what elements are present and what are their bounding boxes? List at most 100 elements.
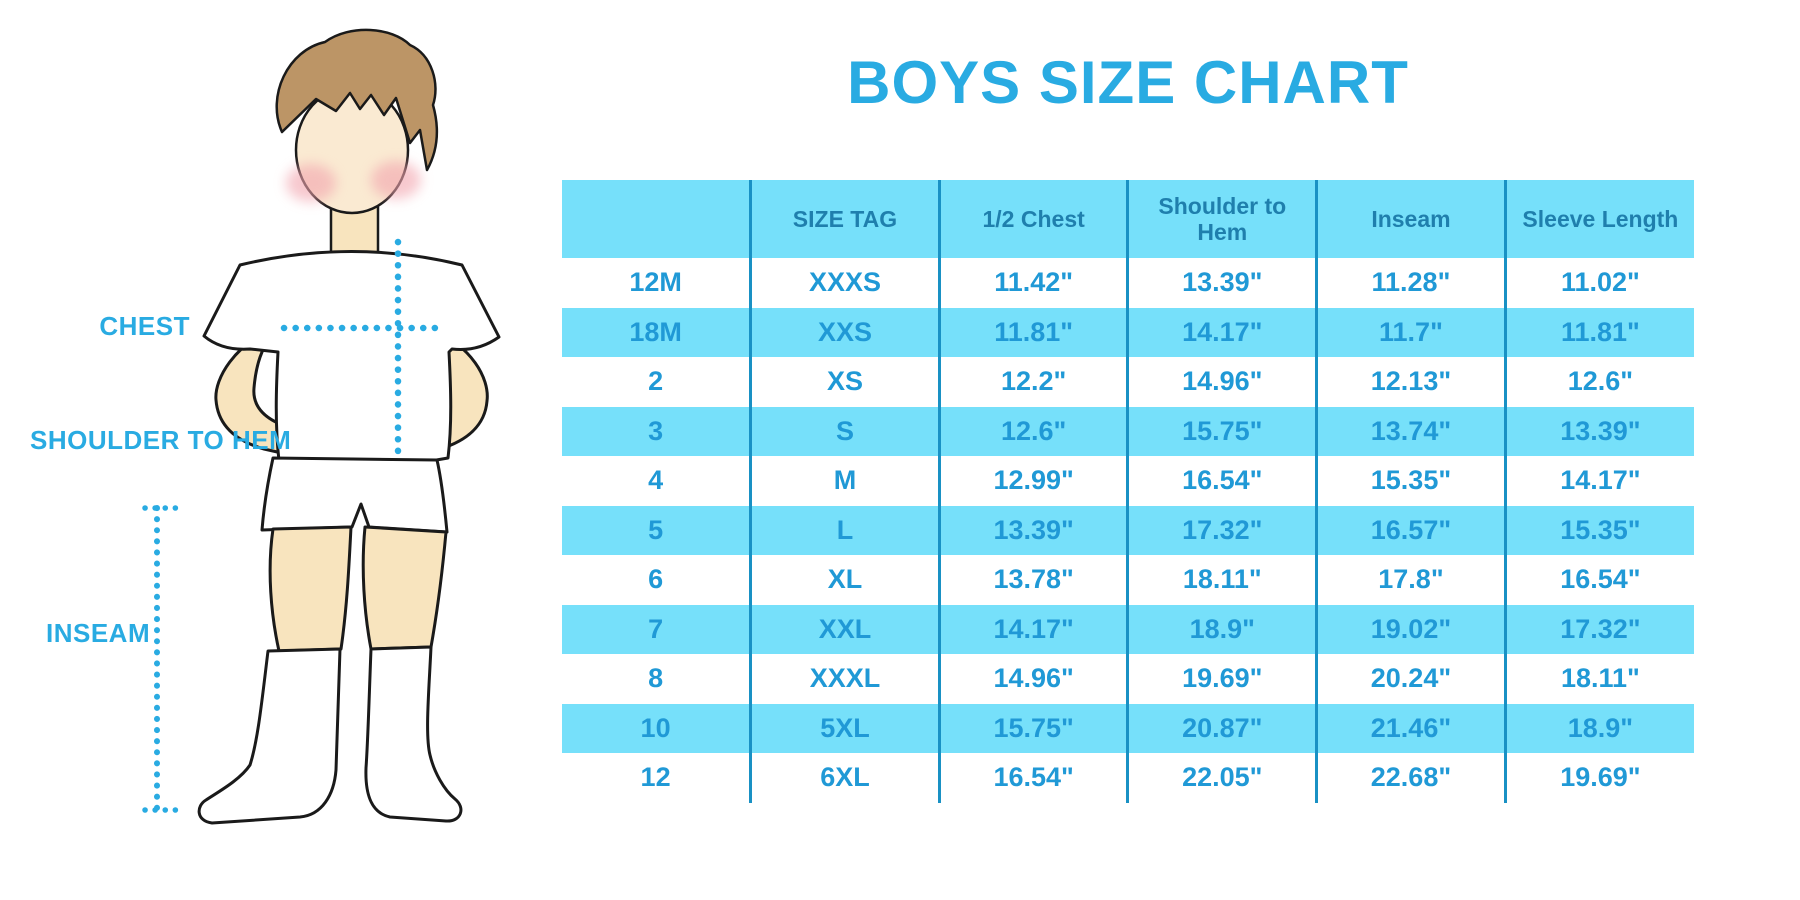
measurement-cell: 12.99" bbox=[939, 456, 1130, 506]
measurement-cell: 17.32" bbox=[1127, 505, 1319, 555]
measurement-cell: 12.13" bbox=[1316, 357, 1507, 407]
measurement-cell: XXL bbox=[750, 604, 941, 654]
boy-leg-left bbox=[268, 525, 353, 653]
measurement-cell: 12.6" bbox=[1567, 366, 1634, 397]
measurement-cell: 19.69" bbox=[1560, 762, 1641, 793]
measurement-cell: 13.39" bbox=[939, 505, 1130, 555]
table-row-size-12m: 12M XXXS 11.42" 13.39" 11.28" 11.02" bbox=[562, 258, 1694, 308]
table-row-size-2: 2 XS 12.2" 14.96" 12.13" 12.6" bbox=[562, 357, 1694, 407]
column-header-size-tag: SIZE TAG bbox=[750, 180, 941, 258]
boy-shorts bbox=[260, 456, 449, 534]
boy-shirt bbox=[202, 250, 501, 470]
measurement-cell: 11.7" bbox=[1316, 307, 1507, 357]
table-row-size-5: 5 L 13.39" 17.32" 16.57" 15.35" bbox=[562, 505, 1694, 555]
measurement-cell: 22.05" bbox=[1127, 753, 1319, 803]
measurement-cell: 13.74" bbox=[1316, 406, 1507, 456]
column-header-inseam: Inseam bbox=[1316, 180, 1507, 258]
chest-label: CHEST bbox=[99, 311, 190, 341]
measurement-cell: 15.75" bbox=[1127, 406, 1319, 456]
size-cell: 5 bbox=[562, 505, 753, 555]
measurement-cell: L bbox=[750, 505, 941, 555]
size-cell: 7 bbox=[562, 604, 753, 654]
measurement-cell: 16.54" bbox=[939, 753, 1130, 803]
column-header-shoulder-to-hem: Shoulder to Hem bbox=[1127, 180, 1319, 258]
table-row-size-18m: 18M XXS 11.81" 14.17" 11.7" 11.81" bbox=[562, 307, 1694, 357]
measurement-cell: 14.96" bbox=[1127, 357, 1319, 407]
size-cell: 8 bbox=[562, 654, 753, 704]
column-header-blank bbox=[562, 180, 753, 258]
measurement-cell: 13.39" bbox=[1505, 406, 1694, 456]
measurement-cell: XS bbox=[750, 357, 941, 407]
measurement-cell: 12.6" bbox=[939, 406, 1130, 456]
size-cell: 10 bbox=[562, 703, 753, 753]
measurement-cell: 17.8" bbox=[1316, 555, 1507, 605]
measurement-cell: 14.96" bbox=[939, 654, 1130, 704]
column-header-1-2-chest: 1/2 Chest bbox=[939, 180, 1130, 258]
boy-cheek-left bbox=[286, 164, 336, 202]
size-cell: 12M bbox=[562, 258, 753, 308]
measurement-cell: 16.54" bbox=[1560, 564, 1641, 595]
shoulder-to-hem-label: SHOULDER TO HEM bbox=[30, 425, 292, 455]
measurement-cell: 18.11" bbox=[1127, 555, 1319, 605]
size-table-head: SIZE TAG 1/2 Chest Shoulder to Hem Inseam Sl… bbox=[562, 180, 1694, 258]
measurement-cell: 19.02" bbox=[1316, 604, 1507, 654]
size-cell: 6 bbox=[562, 555, 753, 605]
measurement-cell: 19.69" bbox=[1127, 654, 1319, 704]
boy-illustration bbox=[142, 28, 501, 825]
page-title: BOYS SIZE CHART bbox=[847, 49, 1409, 116]
size-cell: 12 bbox=[562, 753, 753, 803]
measurement-cell: 5XL bbox=[750, 703, 941, 753]
table-row-size-12: 12 6XL 16.54" 22.05" 22.68" 19.69" bbox=[562, 753, 1694, 803]
measurement-cell: S bbox=[750, 406, 941, 456]
measurement-cell: 16.57" bbox=[1316, 505, 1507, 555]
measurement-cell: 14.17" bbox=[1127, 307, 1319, 357]
table-row-size-8: 8 XXXL 14.96" 19.69" 20.24" 18.11" bbox=[562, 654, 1694, 704]
measurement-cell: 13.39" bbox=[1127, 258, 1319, 308]
size-chart: SIZE TAG 1/2 Chest Shoulder to Hem Inseam Sl… bbox=[562, 180, 1694, 803]
table-row-size-4: 4 M 12.99" 16.54" 15.35" 14.17" bbox=[562, 456, 1694, 506]
boy-sock-right bbox=[364, 645, 463, 823]
header-row: SIZE TAG 1/2 Chest Shoulder to Hem Inseam Sl… bbox=[562, 180, 1694, 258]
boy-cheek-right bbox=[371, 161, 421, 199]
size-table: SIZE TAG 1/2 Chest Shoulder to Hem Inseam Sl… bbox=[562, 180, 1694, 803]
measurement-cell: XL bbox=[750, 555, 941, 605]
measurement-cell: XXXL bbox=[750, 654, 941, 704]
measurement-cell: 22.68" bbox=[1316, 753, 1507, 803]
measurement-cell: 11.28" bbox=[1316, 258, 1507, 308]
measurement-cell: 11.81" bbox=[1505, 307, 1694, 357]
measurement-cell: M bbox=[750, 456, 941, 506]
size-cell: 2 bbox=[562, 357, 753, 407]
measurement-cell: 12.2" bbox=[939, 357, 1130, 407]
size-table-body: 12M XXXS 11.42" 13.39" 11.28" 11.02" 18M XXS 11.… bbox=[562, 258, 1694, 803]
measurement-cell: 20.87" bbox=[1127, 703, 1319, 753]
measurement-cell: 15.75" bbox=[939, 703, 1130, 753]
size-cell: 18M bbox=[562, 307, 753, 357]
measurement-cell: XXXS bbox=[750, 258, 941, 308]
measurement-cell: 18.9" bbox=[1505, 703, 1694, 753]
measurement-cell: 14.17" bbox=[939, 604, 1130, 654]
table-row-size-3: 3 S 12.6" 15.75" 13.74" 13.39" bbox=[562, 406, 1694, 456]
table-row-size-6: 6 XL 13.78" 18.11" 17.8" 16.54" bbox=[562, 555, 1694, 605]
table-row-size-10: 10 5XL 15.75" 20.87" 21.46" 18.9" bbox=[562, 703, 1694, 753]
table-row-size-7: 7 XXL 14.17" 18.9" 19.02" 17.32" bbox=[562, 604, 1694, 654]
measurement-cell: 13.78" bbox=[939, 555, 1130, 605]
measurement-cell: 21.46" bbox=[1316, 703, 1507, 753]
inseam-label: INSEAM bbox=[46, 618, 151, 648]
size-cell: 3 bbox=[562, 406, 753, 456]
measurement-cell: 11.02" bbox=[1560, 267, 1640, 298]
boy-leg-right bbox=[361, 525, 448, 651]
measurement-cell: 18.9" bbox=[1127, 604, 1319, 654]
measurement-cell: 11.42" bbox=[939, 258, 1130, 308]
measurement-cell: 18.11" bbox=[1560, 663, 1640, 694]
measurement-cell: 17.32" bbox=[1505, 604, 1694, 654]
column-header-sleeve-length: Sleeve Length bbox=[1505, 180, 1694, 258]
boy-sock-left bbox=[197, 647, 342, 825]
measurement-cell: 6XL bbox=[750, 753, 941, 803]
measurement-cell: 14.17" bbox=[1560, 465, 1641, 496]
measurement-cell: 20.24" bbox=[1316, 654, 1507, 704]
measurement-cell: 15.35" bbox=[1505, 505, 1694, 555]
size-cell: 4 bbox=[562, 456, 753, 506]
measurement-cell: 15.35" bbox=[1316, 456, 1507, 506]
measurement-cell: XXS bbox=[750, 307, 941, 357]
measurement-cell: 11.81" bbox=[939, 307, 1130, 357]
